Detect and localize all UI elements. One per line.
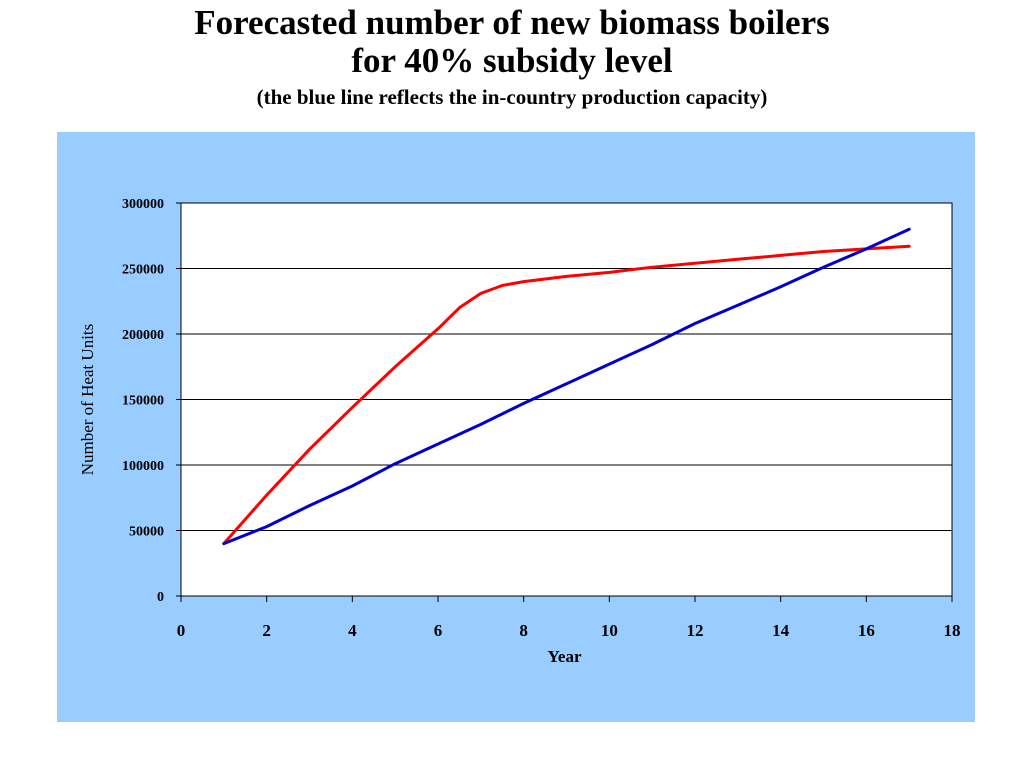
y-axis-label: Number of Heat Units [78,324,97,476]
chart-title-line-2: for 40% subsidy level [351,41,673,80]
chart-title-line-1: Forecasted number of new biomass boilers [194,3,830,42]
chart-subtitle: (the blue line reflects the in-country p… [256,85,768,109]
y-tick-label: 0 [157,590,164,605]
x-tick-label: 12 [687,621,704,640]
x-tick-label: 8 [519,621,528,640]
x-tick-label: 4 [348,621,357,640]
series-lines [222,227,911,546]
x-tick-label: 18 [944,621,961,640]
series-line [222,227,911,546]
y-tick-label: 150000 [122,394,164,409]
series-line [222,244,911,546]
y-tick-label: 50000 [129,525,164,540]
y-tick-label: 200000 [122,328,164,343]
y-axis-ticks: 0 50000 100000 150000 200000 250000 300000 [122,197,181,605]
x-tick-label: 14 [772,621,790,640]
x-tick-label: 10 [601,621,618,640]
x-axis-ticks: 0 2 4 6 8 10 12 14 16 18 [177,596,961,640]
x-tick-label: 6 [434,621,443,640]
x-tick-label: 0 [177,621,186,640]
x-axis-label: Year [548,647,582,666]
y-tick-label: 300000 [122,197,164,212]
chart-title-block: Forecasted number of new biomass boilers… [0,4,1024,110]
y-tick-label: 250000 [122,263,164,278]
x-tick-label: 2 [262,621,271,640]
x-tick-label: 16 [858,621,875,640]
y-tick-label: 100000 [122,459,164,474]
